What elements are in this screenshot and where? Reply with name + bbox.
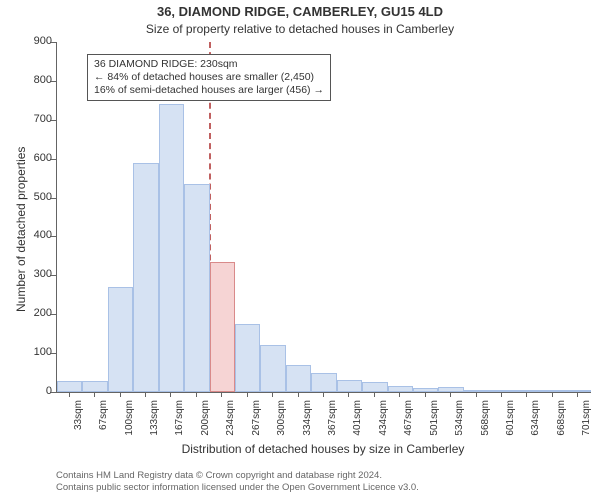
y-tick-mark xyxy=(51,198,56,199)
x-tick-label: 634sqm xyxy=(530,400,541,440)
x-tick-label: 200sqm xyxy=(200,400,211,440)
y-tick-mark xyxy=(51,275,56,276)
histogram-bar xyxy=(235,324,260,392)
x-tick-label: 33sqm xyxy=(73,400,84,440)
x-tick-label: 367sqm xyxy=(327,400,338,440)
x-tick-label: 67sqm xyxy=(98,400,109,440)
x-tick-mark xyxy=(145,392,146,397)
y-tick-mark xyxy=(51,120,56,121)
histogram-bar xyxy=(57,381,82,392)
y-tick-label: 900 xyxy=(24,35,52,47)
y-tick-label: 800 xyxy=(24,74,52,86)
x-tick-label: 401sqm xyxy=(352,400,363,440)
histogram-bar xyxy=(362,382,387,392)
plot-area: 36 DIAMOND RIDGE: 230sqm ← 84% of detach… xyxy=(56,42,591,393)
y-tick-label: 700 xyxy=(24,113,52,125)
y-tick-label: 600 xyxy=(24,152,52,164)
y-tick-mark xyxy=(51,159,56,160)
x-tick-mark xyxy=(374,392,375,397)
y-tick-mark xyxy=(51,236,56,237)
x-tick-label: 267sqm xyxy=(251,400,262,440)
y-tick-label: 100 xyxy=(24,346,52,358)
x-tick-label: 568sqm xyxy=(480,400,491,440)
x-tick-mark xyxy=(170,392,171,397)
annotation-line-3: 16% of semi-detached houses are larger (… xyxy=(94,84,324,97)
y-tick-label: 500 xyxy=(24,191,52,203)
x-tick-mark xyxy=(425,392,426,397)
x-tick-mark xyxy=(501,392,502,397)
x-tick-label: 601sqm xyxy=(505,400,516,440)
x-axis-label: Distribution of detached houses by size … xyxy=(173,442,473,456)
x-tick-mark xyxy=(476,392,477,397)
y-tick-mark xyxy=(51,42,56,43)
footer-line-2: Contains public sector information licen… xyxy=(56,482,419,494)
annotation-line-1: 36 DIAMOND RIDGE: 230sqm xyxy=(94,58,324,71)
footer-attribution: Contains HM Land Registry data © Crown c… xyxy=(56,470,419,494)
x-tick-label: 334sqm xyxy=(302,400,313,440)
annotation-box: 36 DIAMOND RIDGE: 230sqm ← 84% of detach… xyxy=(87,54,331,101)
histogram-bar xyxy=(286,365,311,392)
x-tick-label: 167sqm xyxy=(174,400,185,440)
x-tick-mark xyxy=(221,392,222,397)
y-tick-mark xyxy=(51,353,56,354)
histogram-bar xyxy=(337,380,362,392)
x-tick-mark xyxy=(399,392,400,397)
x-tick-label: 701sqm xyxy=(581,400,592,440)
chart-title: 36, DIAMOND RIDGE, CAMBERLEY, GU15 4LD xyxy=(0,4,600,19)
histogram-bar xyxy=(133,163,158,392)
y-tick-mark xyxy=(51,314,56,315)
histogram-bar xyxy=(311,373,336,392)
x-tick-label: 133sqm xyxy=(149,400,160,440)
histogram-bar xyxy=(540,390,565,392)
x-tick-label: 434sqm xyxy=(378,400,389,440)
x-tick-label: 668sqm xyxy=(556,400,567,440)
annotation-line-2: ← 84% of detached houses are smaller (2,… xyxy=(94,71,324,84)
x-tick-mark xyxy=(323,392,324,397)
y-tick-label: 400 xyxy=(24,229,52,241)
x-tick-mark xyxy=(552,392,553,397)
x-tick-mark xyxy=(298,392,299,397)
x-tick-mark xyxy=(120,392,121,397)
y-tick-label: 300 xyxy=(24,268,52,280)
histogram-bar xyxy=(260,345,285,392)
histogram-bar xyxy=(159,104,184,392)
x-tick-mark xyxy=(272,392,273,397)
x-tick-mark xyxy=(247,392,248,397)
histogram-bar xyxy=(108,287,133,392)
y-tick-label: 0 xyxy=(24,385,52,397)
y-tick-label: 200 xyxy=(24,307,52,319)
y-tick-mark xyxy=(51,392,56,393)
histogram-bar xyxy=(184,184,209,392)
histogram-bar xyxy=(413,388,438,392)
histogram-bar xyxy=(82,381,107,392)
x-tick-label: 234sqm xyxy=(225,400,236,440)
x-tick-label: 501sqm xyxy=(429,400,440,440)
x-tick-mark xyxy=(450,392,451,397)
x-tick-mark xyxy=(526,392,527,397)
x-tick-label: 534sqm xyxy=(454,400,465,440)
x-tick-mark xyxy=(69,392,70,397)
x-tick-label: 300sqm xyxy=(276,400,287,440)
x-tick-mark xyxy=(577,392,578,397)
x-tick-mark xyxy=(348,392,349,397)
x-tick-label: 100sqm xyxy=(124,400,135,440)
histogram-bar xyxy=(210,262,235,392)
x-tick-mark xyxy=(94,392,95,397)
y-tick-mark xyxy=(51,81,56,82)
chart-subtitle: Size of property relative to detached ho… xyxy=(0,22,600,36)
x-tick-label: 467sqm xyxy=(403,400,414,440)
footer-line-1: Contains HM Land Registry data © Crown c… xyxy=(56,470,419,482)
x-tick-mark xyxy=(196,392,197,397)
chart-container: 36, DIAMOND RIDGE, CAMBERLEY, GU15 4LD S… xyxy=(0,0,600,500)
